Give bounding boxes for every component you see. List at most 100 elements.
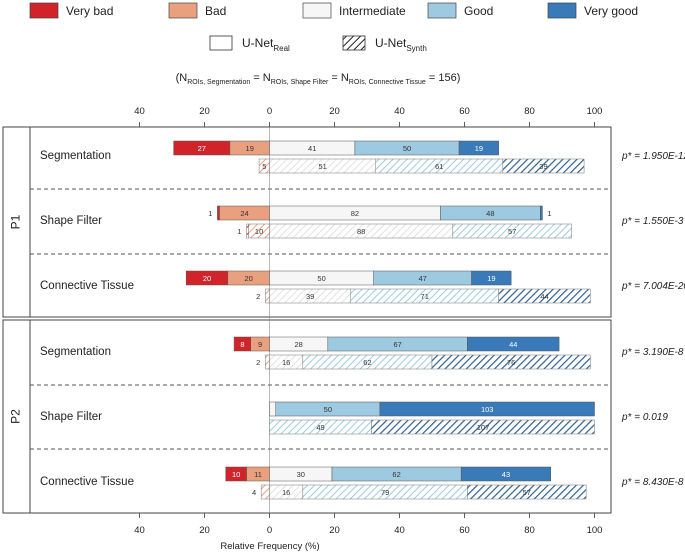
bar-value-label-outside: 4 <box>252 488 256 497</box>
bar-value-label: 51 <box>318 162 326 171</box>
legend-model-name: U-Net <box>242 36 274 50</box>
bar-value-label: 16 <box>282 488 290 497</box>
bar-segment-very-good-synth <box>502 158 585 174</box>
note-prefix: (N <box>176 72 188 84</box>
bar-value-label: 28 <box>294 340 302 349</box>
bar-value-label: 44 <box>540 292 548 301</box>
bar-value-label: 88 <box>357 227 365 236</box>
x-tick-label-top: 20 <box>199 106 210 117</box>
bar-segment-bad-synth <box>260 484 270 500</box>
bar-value-label: 44 <box>509 340 517 349</box>
bar-value-label: 79 <box>381 488 389 497</box>
bar-value-label: 27 <box>198 144 206 153</box>
panel-label-p1: P1 <box>9 214 23 229</box>
bar-value-label: 20 <box>244 274 252 283</box>
bar-value-label: 43 <box>502 470 510 479</box>
p-value-label: p* = 7.004E-20 <box>621 281 685 292</box>
legend-swatch-intermediate <box>302 2 332 19</box>
group-label-shape-filter: Shape Filter <box>40 411 102 423</box>
bar-value-label-outside: 1 <box>237 227 241 236</box>
note-eq-1: = N <box>250 72 271 84</box>
p-value-label: p* = 1.550E-3 <box>621 216 684 227</box>
legend-model-name: U-Net <box>375 36 407 50</box>
panel-frame-p1 <box>2 126 612 318</box>
bar-segment-very-good-synth <box>498 288 591 304</box>
x-tick-label-bottom: 40 <box>394 525 405 536</box>
bar-value-label: 39 <box>306 292 314 301</box>
sample-size-note: (NROIs, Segmentation = NROIs, Shape Filt… <box>176 72 461 86</box>
bar-segment-very-good-real <box>467 336 560 352</box>
legend-swatch-very_good <box>547 2 577 19</box>
x-tick-label-bottom: 40 <box>134 525 145 536</box>
bar-value-label: 24 <box>240 209 248 218</box>
x-tick-label-top: 40 <box>394 106 405 117</box>
bar-value-label: 19 <box>487 274 495 283</box>
p-value-label: p* = 3.190E-8 <box>621 347 684 358</box>
legend-swatch-good <box>427 2 457 19</box>
bar-segment-very-bad-real <box>217 205 220 221</box>
bar-value-label: 19 <box>246 144 254 153</box>
bar-segment-very-good-synth <box>467 484 587 500</box>
bar-value-label: 107 <box>477 423 490 432</box>
bar-segment-very-bad-synth <box>246 223 249 239</box>
bar-value-label: 5 <box>262 162 266 171</box>
panel-frame-p2 <box>2 319 612 514</box>
p-value-label: p* = 0.019 <box>621 412 668 423</box>
x-axis-title: Relative Frequency (%) <box>220 541 319 552</box>
bar-segment-bad-synth <box>265 288 270 304</box>
x-axes: 40 20 0 20 40 60 80 100 40 20 0 20 40 60 80 100 <box>134 106 602 536</box>
p-value-label: p* = 8.430E-8 <box>621 477 684 488</box>
bar-segment-very-good-real <box>471 270 512 286</box>
bar-segment-very-good-synth <box>431 354 591 370</box>
note-sub-segmentation: ROIs, Segmentation <box>187 79 250 86</box>
panel-label-p2: P2 <box>9 409 23 424</box>
bar-value-label: 48 <box>486 209 494 218</box>
x-tick-label-bottom: 100 <box>587 525 603 536</box>
bar-value-label-outside: 1 <box>547 209 551 218</box>
bar-value-label: 71 <box>421 292 429 301</box>
bar-value-label: 57 <box>508 227 516 236</box>
bar-value-label: 61 <box>435 162 443 171</box>
legend-model-subscript: Real <box>273 44 290 53</box>
x-tick-label-bottom: 20 <box>199 525 210 536</box>
bar-value-label: 50 <box>403 144 411 153</box>
bar-value-label: 11 <box>254 470 262 479</box>
bar-segment-good-synth <box>452 223 572 239</box>
bar-value-label: 76 <box>507 358 515 367</box>
legend-model-subscript: Synth <box>406 44 426 53</box>
group-label-connective-tissue: Connective Tissue <box>40 280 134 292</box>
x-tick-label-bottom: 60 <box>459 525 470 536</box>
group-label-segmentation: Segmentation <box>40 150 111 162</box>
legend-label-intermediate: Intermediate <box>339 4 406 18</box>
x-tick-label-top: 20 <box>329 106 340 117</box>
legend-model-label-synth: U-NetSynth <box>375 36 427 53</box>
bar-value-label: 57 <box>523 488 531 497</box>
bar-value-label: 67 <box>393 340 401 349</box>
bar-value-label-outside: 2 <box>256 292 260 301</box>
bar-segment-very-good-real <box>540 205 543 221</box>
bar-segment-very-good-real <box>458 140 499 156</box>
bar-value-label: 50 <box>324 405 332 414</box>
x-tick-label-bottom: 80 <box>524 525 535 536</box>
bar-value-label: 30 <box>297 470 305 479</box>
bar-segment-very-good-real <box>379 401 595 417</box>
bar-value-label: 47 <box>418 274 426 283</box>
x-tick-label-top: 0 <box>267 106 272 117</box>
bar-value-label: 49 <box>316 423 324 432</box>
note-eq-2: = N <box>328 72 349 84</box>
group-label-shape-filter: Shape Filter <box>40 215 102 227</box>
bar-value-label: 20 <box>203 274 211 283</box>
bar-value-label: 8 <box>240 340 244 349</box>
x-tick-label-top: 80 <box>524 106 535 117</box>
legend-label-bad: Bad <box>205 4 226 18</box>
bar-segment-very-good-synth <box>371 419 595 435</box>
bar-value-label: 19 <box>475 144 483 153</box>
legend-swatch-very_bad <box>29 2 59 19</box>
bar-value-label: 9 <box>258 340 262 349</box>
legend-label-very_good: Very good <box>584 4 638 18</box>
bar-value-label: 10 <box>232 470 240 479</box>
bar-value-label-outside: 2 <box>256 358 260 367</box>
legend-label-good: Good <box>464 4 493 18</box>
